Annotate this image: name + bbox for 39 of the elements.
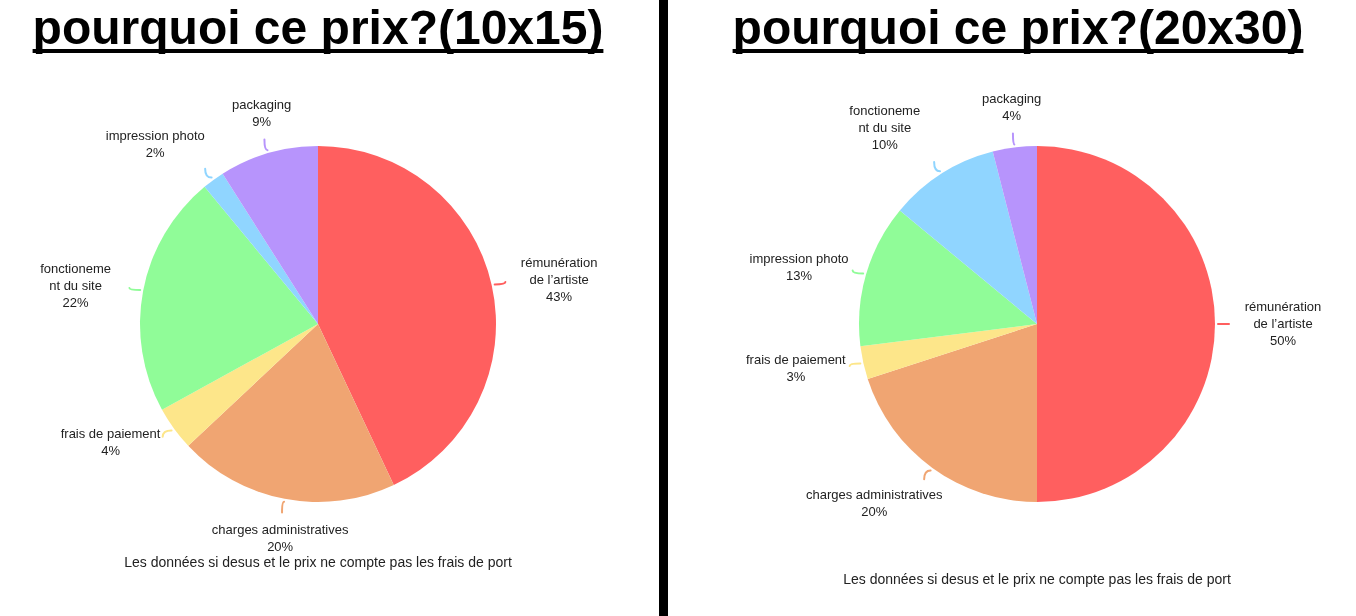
data-label: 9% bbox=[252, 114, 272, 130]
slice-label: fonctioneme nt du site bbox=[40, 261, 111, 294]
data-label: 4% bbox=[1002, 107, 1022, 123]
pie-slice bbox=[222, 146, 318, 324]
data-label: 4% bbox=[101, 443, 121, 459]
text: Les données si desus et le prix ne compte pas les frais de port bbox=[124, 554, 512, 570]
slice-label: rémunération de l’artiste bbox=[520, 254, 598, 287]
data-label: 43% bbox=[546, 288, 573, 304]
pie-slice bbox=[162, 324, 318, 446]
data-label: 22% bbox=[62, 295, 90, 311]
data-label: 20% bbox=[267, 539, 294, 555]
slice-label: packaging bbox=[232, 97, 292, 113]
data-label: 50% bbox=[1269, 333, 1297, 348]
pie-slice bbox=[860, 324, 1037, 380]
pie-slice bbox=[992, 146, 1037, 324]
text: Les données si desus et le prix ne compte pas les frais de port bbox=[843, 571, 1231, 587]
pie-slice bbox=[204, 173, 318, 324]
data-label: 3% bbox=[786, 368, 806, 384]
slice-label: charges administratives bbox=[805, 487, 944, 503]
pie-slice bbox=[188, 324, 394, 502]
pie-slice bbox=[899, 151, 1037, 324]
slice-label: frais de paiement bbox=[60, 426, 161, 442]
data-label: 13% bbox=[786, 268, 813, 284]
data-label: 2% bbox=[145, 144, 166, 160]
chart-title: pourquoi ce prix?(10x15) bbox=[32, 1, 604, 54]
data-label: 20% bbox=[861, 504, 888, 520]
data-label: 10% bbox=[871, 137, 899, 153]
slice-label: fonctioneme nt du site bbox=[849, 103, 921, 136]
chart-title: pourquoi ce prix?(20x30) bbox=[732, 1, 1304, 54]
pie-slice bbox=[140, 186, 318, 410]
slice-label: packaging bbox=[982, 90, 1042, 106]
slice-label: charges administratives bbox=[211, 522, 349, 538]
slice-label: frais de paiement bbox=[746, 351, 847, 367]
slice-label: impression photo bbox=[749, 251, 849, 267]
pie-slice bbox=[859, 210, 1037, 347]
pie-slice bbox=[318, 146, 496, 486]
legend-label: rémunération de l’artiste bbox=[1244, 299, 1322, 331]
pie-slice bbox=[1037, 146, 1215, 502]
slice-label: impression photo bbox=[105, 127, 205, 143]
